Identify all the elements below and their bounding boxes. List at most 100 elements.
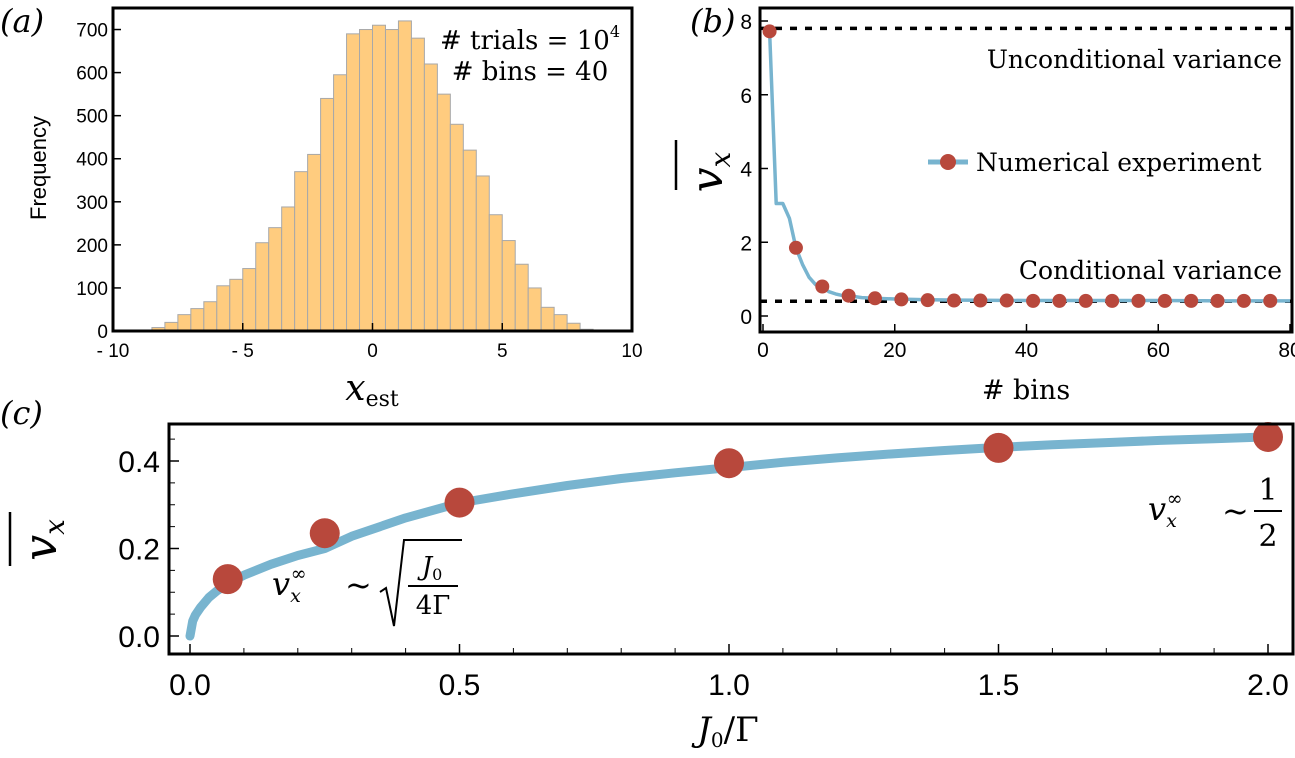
panel-a-tag: (a) xyxy=(0,2,44,40)
x-tick-label: 10 xyxy=(621,341,642,362)
y-tick-label: 4 xyxy=(740,159,752,182)
data-point xyxy=(444,487,475,518)
data-marker xyxy=(1210,293,1225,308)
y-tick-label: 8 xyxy=(740,11,752,34)
sqrt-annotation: vx∞ ~ J0 4Γ xyxy=(272,539,462,627)
x-tick-label: 0 xyxy=(367,341,378,362)
panel-c-x-ticks: 0.0 0.5 1.0 1.5 2.0 xyxy=(169,644,1289,702)
histogram-bar xyxy=(229,278,244,332)
y-tick-label: 6 xyxy=(740,85,752,108)
numerical-experiment-markers xyxy=(762,24,1278,308)
panel-a-y-axis-label: Frequency xyxy=(26,116,51,220)
data-marker xyxy=(1184,293,1199,308)
y-tick-label: 2 xyxy=(740,232,752,255)
panel-c-frame xyxy=(167,422,1295,656)
sqrt-numerator: J0 xyxy=(417,552,443,584)
x-tick-label: 1.5 xyxy=(978,669,1020,702)
panel-a-y-ticks: 0 100 200 300 400 500 600 700 xyxy=(76,21,121,343)
annotation-bins: # bins = 40 xyxy=(452,57,609,87)
x-tick-label: - 5 xyxy=(232,341,254,362)
data-marker xyxy=(788,240,803,255)
panel-c-x-axis-label: J0/Γ xyxy=(691,710,758,752)
panel-b: (b) 0 2 4 6 8 0 20 40 60 80 Unconditional varian… xyxy=(674,2,1295,406)
half-numerator: 1 xyxy=(1258,473,1277,508)
data-marker xyxy=(973,293,988,308)
histogram-bar xyxy=(203,301,218,332)
histogram-bar xyxy=(307,153,322,332)
data-point xyxy=(983,432,1014,463)
x-tick-label: 0.5 xyxy=(439,669,481,702)
data-marker xyxy=(841,288,856,303)
histogram-bar xyxy=(372,24,386,332)
legend: Numerical experiment xyxy=(928,148,1262,177)
histogram-bar xyxy=(190,308,205,332)
histogram-bar xyxy=(501,240,516,332)
histogram-bar xyxy=(281,206,296,332)
x-tick-label: 20 xyxy=(883,339,906,362)
data-point xyxy=(309,518,340,549)
y-tick-label: 600 xyxy=(76,64,108,85)
x-tick-label: 0.0 xyxy=(169,669,211,702)
histogram-bar xyxy=(527,287,542,332)
panel-c: (c) 0.0 0.2 0.4 0.0 0.5 1.0 1.5 2.0 vx J0/Γ vx… xyxy=(0,394,1295,752)
sqrt-symbol xyxy=(379,539,462,627)
histogram-bar xyxy=(216,285,231,332)
y-tick-label: 200 xyxy=(76,236,108,257)
x-tick-label: 1.0 xyxy=(708,669,750,702)
x-tick-label: 60 xyxy=(1147,339,1170,362)
y-tick-label: 100 xyxy=(76,279,108,300)
histogram-bar xyxy=(462,149,477,332)
x-tick-label: 5 xyxy=(497,341,508,362)
x-tick-label: 2.0 xyxy=(1247,669,1289,702)
histogram-bar xyxy=(514,263,529,332)
histogram-bar xyxy=(268,227,283,332)
histogram-bar xyxy=(333,74,348,332)
sqrt-denominator: 4Γ xyxy=(416,591,451,621)
half-annotation-relation: ~ xyxy=(1222,492,1249,530)
data-marker xyxy=(1105,293,1120,308)
histogram-bar xyxy=(255,242,270,332)
data-marker xyxy=(815,279,830,294)
sqrt-annotation-relation: ~ xyxy=(345,566,372,604)
data-marker xyxy=(947,293,962,308)
data-point xyxy=(1253,421,1283,452)
histogram-bar xyxy=(553,314,568,332)
data-marker xyxy=(999,293,1014,308)
conditional-variance-label: Conditional variance xyxy=(1019,256,1282,285)
y-tick-label: 400 xyxy=(76,150,108,171)
histogram-bar xyxy=(449,123,464,332)
panel-c-y-axis-label: vx xyxy=(13,519,71,561)
analytic-curve xyxy=(185,432,1273,641)
panel-b-y-ticks: 0 2 4 6 8 xyxy=(740,11,768,329)
data-points xyxy=(212,421,1283,595)
panel-c-tag: (c) xyxy=(0,394,43,432)
y-tick-label: 300 xyxy=(76,193,108,214)
histogram-bar xyxy=(410,37,425,332)
x-tick-label: 0 xyxy=(757,339,769,362)
y-tick-label: 500 xyxy=(76,107,108,128)
data-marker xyxy=(1263,293,1278,308)
histogram-bar xyxy=(294,171,309,332)
x-tick-label: 40 xyxy=(1015,339,1038,362)
histogram-bar xyxy=(320,97,335,332)
half-annotation: vx∞ ~ 1 2 xyxy=(1148,473,1282,554)
x-tick-label: - 10 xyxy=(97,341,130,362)
data-marker xyxy=(894,292,909,307)
sqrt-annotation-lhs: vx∞ xyxy=(272,563,307,607)
panel-b-y-axis-label: vx xyxy=(682,151,737,192)
data-marker xyxy=(920,293,935,308)
panel-a: (a) 0 100 200 300 400 500 600 700 - 10 - 5 0 5 10 F… xyxy=(0,2,643,412)
histogram-bar xyxy=(346,33,361,332)
panel-c-y-ticks: 0.0 0.2 0.4 xyxy=(118,438,179,654)
annotation-trials: # trials = 104 xyxy=(440,22,620,56)
y-tick-label: 0 xyxy=(97,322,108,343)
data-marker xyxy=(1157,293,1172,308)
y-tick-label: 700 xyxy=(76,21,108,42)
histogram-bar xyxy=(397,20,412,332)
y-tick-label: 0.2 xyxy=(118,534,160,567)
data-marker xyxy=(762,24,777,39)
histogram-bar xyxy=(177,314,192,332)
panel-b-x-axis-label: # bins xyxy=(982,375,1070,406)
panel-a-x-ticks: - 10 - 5 0 5 10 xyxy=(97,323,643,362)
